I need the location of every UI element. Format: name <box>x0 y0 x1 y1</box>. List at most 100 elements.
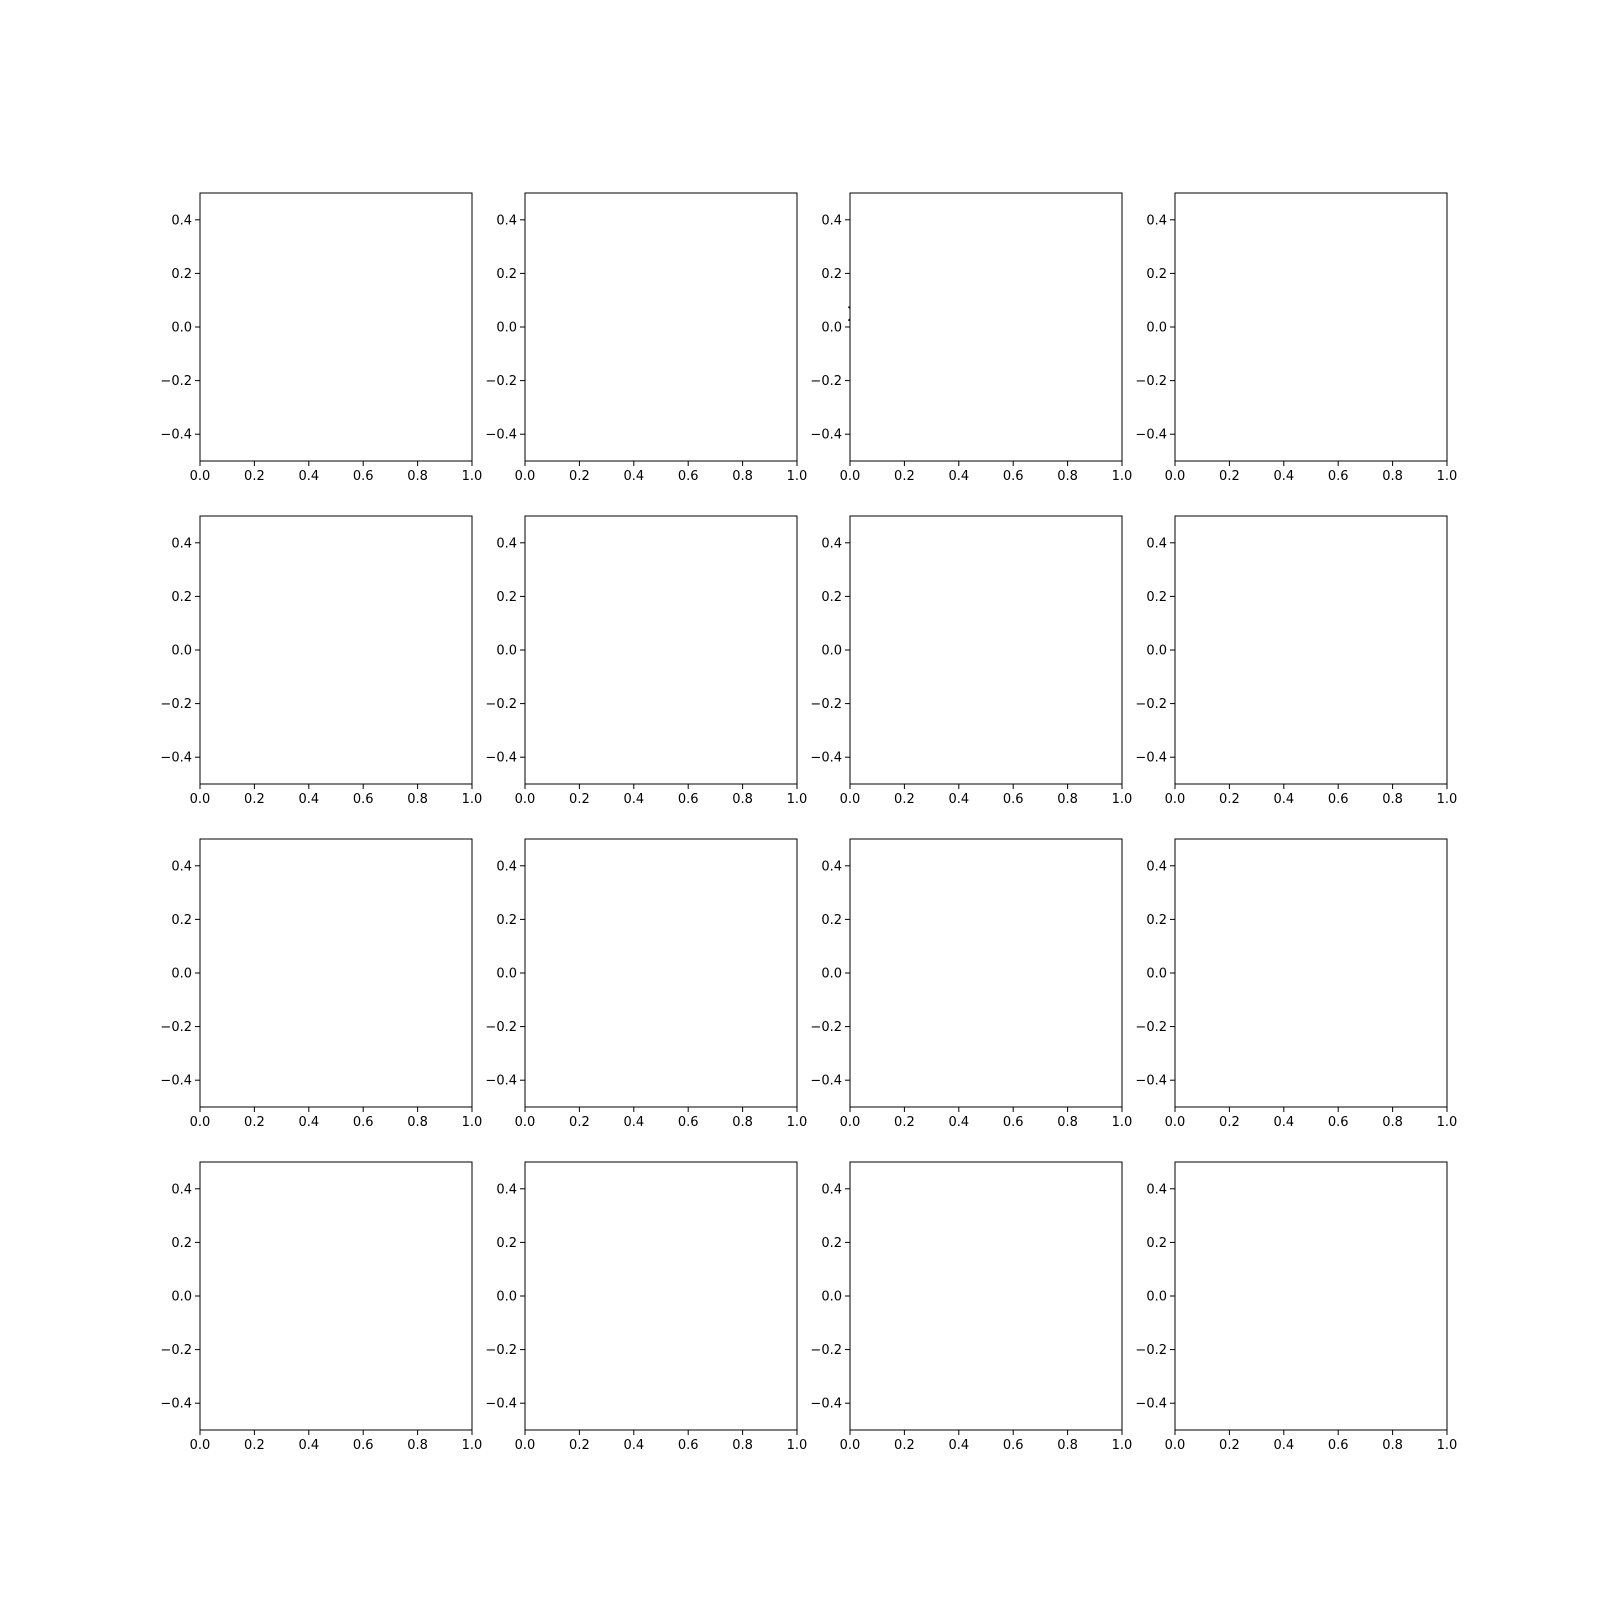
x-tick-label: 0.2 <box>244 792 265 807</box>
y-tick-label: 0.0 <box>821 1290 842 1305</box>
subplot-2-4: 0.0 0.2 0.4 0.6 0.8 1.0 0.4 0.2 0.0 −0.2 −0.4 <box>1135 515 1458 807</box>
x-tick-label: 0.6 <box>353 792 374 807</box>
axes-frame <box>1174 515 1448 785</box>
y-tick-label: −0.4 <box>1135 428 1167 443</box>
y-tick-label: −0.4 <box>160 1074 192 1089</box>
y-tick-label: −0.2 <box>485 1343 517 1358</box>
x-tick-label: 0.0 <box>840 1115 861 1130</box>
x-tick-label: 0.8 <box>1382 1438 1403 1453</box>
y-tick-label: −0.4 <box>485 1074 517 1089</box>
x-tick-label: 0.2 <box>894 469 915 484</box>
x-tick-label: 0.0 <box>840 1438 861 1453</box>
x-tick-label: 0.6 <box>678 792 699 807</box>
y-tick-label: 0.0 <box>171 321 192 336</box>
x-tick-label: 0.4 <box>623 469 644 484</box>
y-tick-label: 0.2 <box>496 590 517 605</box>
y-tick-label: 0.0 <box>171 967 192 982</box>
subplot-2-3: 0.0 0.2 0.4 0.6 0.8 1.0 0.4 0.2 0.0 −0.2 −0.4 <box>810 515 1132 807</box>
axes-frame <box>849 1161 1123 1431</box>
y-tick-label: −0.4 <box>160 751 192 766</box>
x-tick-label: 0.2 <box>894 1438 915 1453</box>
y-tick-label: 0.2 <box>171 913 192 928</box>
axes-frame <box>849 192 1123 462</box>
y-tick-label: 0.4 <box>496 859 517 874</box>
y-tick-label: 0.4 <box>821 859 842 874</box>
x-tick-label: 0.8 <box>732 469 753 484</box>
axes-frame <box>1174 192 1448 462</box>
x-tick-label: 1.0 <box>787 792 808 807</box>
y-tick-label: −0.2 <box>810 1020 842 1035</box>
axes-frame <box>849 838 1123 1108</box>
x-tick-label: 0.2 <box>244 1115 265 1130</box>
x-tick-label: 0.0 <box>515 1438 536 1453</box>
x-tick-label: 0.6 <box>1003 1115 1024 1130</box>
axes-frame <box>524 192 798 462</box>
y-tick-label: 0.4 <box>821 213 842 228</box>
y-tick-label: −0.4 <box>485 1397 517 1412</box>
subplot-3-2: 0.0 0.2 0.4 0.6 0.8 1.0 0.4 0.2 0.0 −0.2 −0.4 <box>485 838 808 1130</box>
x-tick-label: 1.0 <box>1437 1438 1458 1453</box>
y-tick-label: 0.2 <box>821 267 842 282</box>
y-tick-label: 0.0 <box>496 1290 517 1305</box>
x-tick-label: 0.8 <box>732 1115 753 1130</box>
x-tick-label: 1.0 <box>462 469 483 484</box>
y-tick-label: −0.2 <box>810 697 842 712</box>
y-tick-label: −0.4 <box>485 428 517 443</box>
x-tick-label: 0.0 <box>515 792 536 807</box>
x-tick-label: 1.0 <box>1437 469 1458 484</box>
y-tick-label: 0.0 <box>821 967 842 982</box>
x-tick-label: 0.4 <box>948 469 969 484</box>
x-tick-label: 1.0 <box>1112 1438 1133 1453</box>
y-tick-label: 0.2 <box>171 1236 192 1251</box>
y-tick-label: −0.2 <box>1135 374 1167 389</box>
y-tick-label: −0.4 <box>160 1397 192 1412</box>
x-tick-label: 0.6 <box>353 1115 374 1130</box>
y-tick-label: 0.0 <box>496 321 517 336</box>
y-tick-label: 0.4 <box>1146 1182 1167 1197</box>
subplot-grid: 0.0 0.2 0.4 0.6 0.8 1.00.40.20.0−0.2−0.40.0 0.… <box>160 192 1458 1453</box>
x-tick-label: 0.0 <box>515 1115 536 1130</box>
x-tick-label: 0.6 <box>353 469 374 484</box>
subplot-4-3: 0.0 0.2 0.4 0.6 0.8 1.0 0.4 0.2 0.0 −0.2 −0.4 <box>810 1161 1133 1453</box>
axes-frame <box>524 838 798 1108</box>
y-tick-label: −0.4 <box>1135 751 1167 766</box>
y-tick-label: −0.4 <box>810 428 842 443</box>
y-tick-label: 0.4 <box>821 536 842 551</box>
y-tick-label: 0.2 <box>171 267 192 282</box>
y-tick-label: −0.2 <box>160 697 192 712</box>
x-tick-label: 1.0 <box>787 469 808 484</box>
axes-frame <box>1174 838 1448 1108</box>
y-tick-label: 0.4 <box>821 1182 842 1197</box>
axes-frame <box>199 192 473 462</box>
y-tick-label: 0.4 <box>496 213 517 228</box>
subplot-3-4: 0.0 0.2 0.4 0.6 0.8 1.0 0.4 0.2 0.0 −0.2 −0.4 <box>1135 838 1457 1130</box>
x-tick-label: 0.2 <box>1219 469 1240 484</box>
axes-frame <box>199 1161 473 1431</box>
x-tick-label: 1.0 <box>787 1115 808 1130</box>
y-tick-label: −0.4 <box>810 751 842 766</box>
x-tick-label: 0.4 <box>623 792 644 807</box>
subplot-1-2: 0.0 0.2 0.4 0.6 0.8 1.0 0.4 0.2 0.0 −0.2 −0.4 <box>485 192 808 484</box>
x-tick-label: 0.0 <box>190 1438 211 1453</box>
axes-frame <box>524 515 798 785</box>
x-tick-label: 0.2 <box>244 1438 265 1453</box>
x-tick-label: 0.4 <box>1273 1115 1294 1130</box>
x-tick-label: 0.6 <box>1003 792 1024 807</box>
x-tick-label: 0.4 <box>1273 469 1294 484</box>
y-tick-label: 0.0 <box>1146 321 1167 336</box>
x-tick-label: 0.2 <box>569 1115 590 1130</box>
y-tick-label: −0.2 <box>160 1020 192 1035</box>
x-tick-label: 0.8 <box>732 1438 753 1453</box>
y-tick-label: −0.2 <box>160 374 192 389</box>
y-tick-label: −0.4 <box>1135 1074 1167 1089</box>
y-tick-label: 0.4 <box>171 536 192 551</box>
x-tick-label: 0.4 <box>948 1115 969 1130</box>
x-tick-label: 1.0 <box>1437 792 1458 807</box>
x-tick-label: 0.2 <box>894 792 915 807</box>
x-tick-label: 0.4 <box>948 1438 969 1453</box>
subplot-1-4: 0.0 0.2 0.4 0.6 0.8 1.0 0.4 0.2 0.0 −0.2 −0.4 <box>1135 192 1458 484</box>
x-tick-label: 0.8 <box>732 792 753 807</box>
x-tick-label: 1.0 <box>1112 469 1133 484</box>
subplot-1-3: 0.0 0.2 0.4 0.6 0.8 1.0 0.4 0.2 0.0 −0.2 −0.4 <box>810 192 1133 484</box>
